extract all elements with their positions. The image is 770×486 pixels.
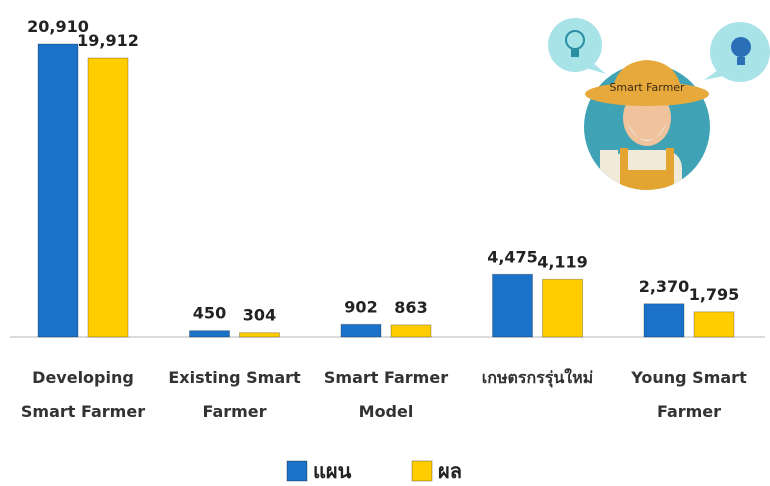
x-tick-label: เกษตรกรรุ่นใหม่ xyxy=(463,361,613,395)
value-label: 304 xyxy=(243,306,276,325)
value-label: 1,795 xyxy=(689,285,740,304)
legend-swatch xyxy=(287,461,307,481)
value-label: 4,475 xyxy=(487,247,538,266)
value-label: 19,912 xyxy=(77,31,139,50)
bar xyxy=(190,331,230,337)
x-tick-label: Existing Smart Farmer xyxy=(160,361,310,429)
bar xyxy=(88,58,128,337)
bar xyxy=(694,312,734,337)
bar xyxy=(493,274,533,337)
bar xyxy=(38,44,78,337)
x-tick-label: Smart Farmer Model xyxy=(311,361,461,429)
value-label: 2,370 xyxy=(639,277,690,296)
x-tick-label: Young Smart Farmer xyxy=(614,361,764,429)
bar xyxy=(543,279,583,337)
value-label: 4,119 xyxy=(537,252,588,271)
hat-label: Smart Farmer xyxy=(609,81,685,94)
value-label: 450 xyxy=(193,304,226,323)
value-label: 863 xyxy=(394,298,427,317)
x-tick-label: Developing Smart Farmer xyxy=(8,361,158,429)
page: Smart Farmer 20,91019,9124503049028634,4… xyxy=(0,0,770,486)
illustration: Smart Farmer xyxy=(548,18,770,200)
legend-label: แผน xyxy=(313,459,352,483)
legend-swatch xyxy=(412,461,432,481)
bar xyxy=(341,324,381,337)
legend-label: ผล xyxy=(438,459,462,483)
bar xyxy=(240,333,280,337)
bar xyxy=(391,325,431,337)
bar xyxy=(644,304,684,337)
value-label: 902 xyxy=(344,297,377,316)
